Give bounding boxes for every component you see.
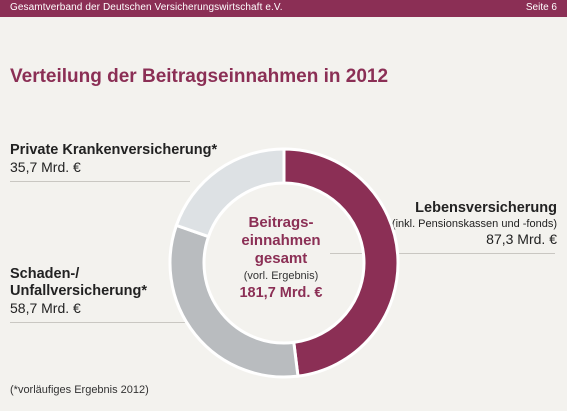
segment-value-property-casualty: 58,7 Mrd. €	[10, 300, 81, 316]
legend-label-life-insurance: Lebensversicherung (inkl. Pensionskassen…	[392, 200, 557, 248]
donut-slice-property-casualty	[168, 223, 300, 379]
donut-center-text: Beitrags- einnahmen gesamt (vorl. Ergebn…	[212, 214, 350, 302]
segment-name-life-insurance: Lebensversicherung	[415, 200, 557, 216]
slide-title: Verteilung der Beitragseinnahmen in 2012	[10, 66, 389, 87]
segment-note-life-insurance: (inkl. Pensionskassen und -fonds)	[391, 218, 557, 230]
top-bar: Gesamtverband der Deutschen Versicherung…	[0, 0, 567, 17]
segment-value-life-insurance: 87,3 Mrd. €	[486, 231, 557, 247]
page-number: Seite 6	[525, 2, 557, 13]
legend-label-private-health: Private Krankenversicherung* 35,7 Mrd. €	[10, 142, 217, 176]
segment-name-private-health: Private Krankenversicherung*	[10, 142, 218, 158]
center-label-line-3: gesamt	[254, 250, 308, 267]
organization-name: Gesamtverband der Deutschen Versicherung…	[10, 2, 283, 13]
legend-label-property-casualty: Schaden-/ Unfallversicherung* 58,7 Mrd. …	[10, 266, 147, 317]
center-label-line-2: einnahmen	[241, 232, 321, 249]
center-total: 181,7 Mrd. €	[239, 285, 323, 301]
donut-slice-private-health	[174, 147, 286, 239]
segment-name-line-1: Schaden-/	[10, 266, 80, 282]
footnote: (*vorläufiges Ergebnis 2012)	[10, 384, 149, 396]
segment-name-line-2: Unfallversicherung*	[10, 283, 147, 299]
segment-value-private-health: 35,7 Mrd. €	[10, 159, 81, 175]
leader-line-private-health	[10, 181, 190, 182]
center-note: (vorl. Ergebnis)	[243, 270, 319, 282]
leader-line-property-casualty	[10, 322, 190, 323]
leader-line-life-insurance	[330, 253, 555, 254]
center-label: Beitrags- einnahmen gesamt	[212, 214, 350, 268]
center-label-line-1: Beitrags-	[248, 214, 314, 231]
donut-slice-life-insurance	[282, 147, 400, 378]
